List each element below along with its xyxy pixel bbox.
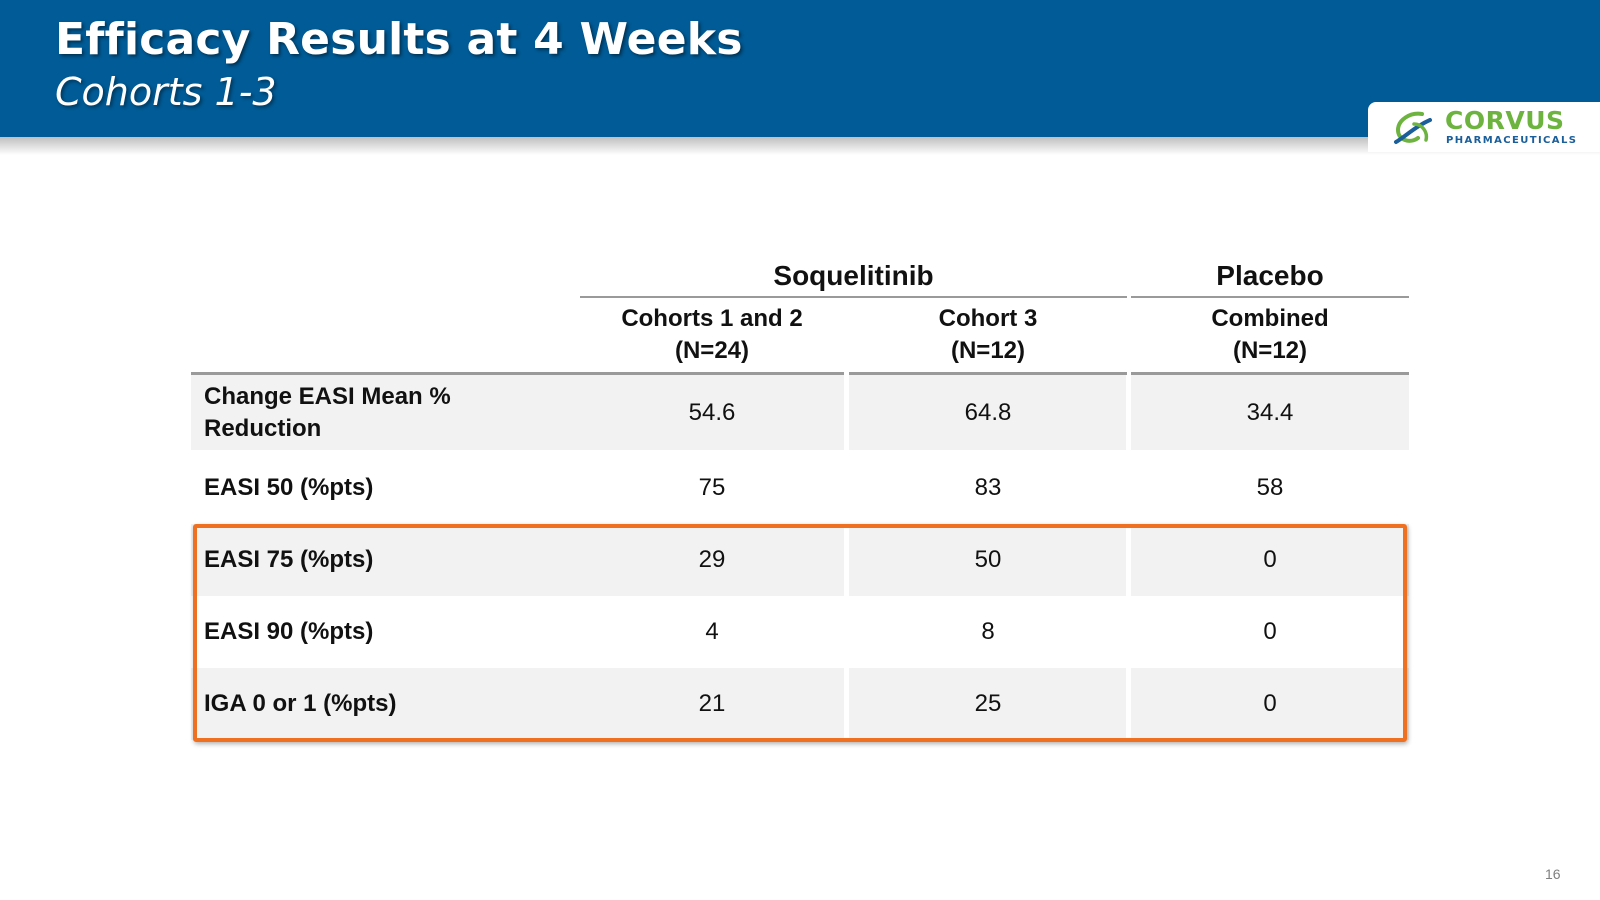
page-number: 16 — [1545, 866, 1561, 882]
banner-shadow — [0, 137, 1600, 155]
group-header-soquelitinib: Soquelitinib — [773, 260, 934, 291]
logo-subtitle: PHARMACEUTICALS — [1446, 135, 1578, 146]
header-underline — [849, 372, 1127, 375]
column-separator — [844, 668, 849, 740]
column-separator — [844, 375, 849, 450]
table-cell: 83 — [974, 474, 1002, 501]
row-shade — [191, 524, 1409, 596]
column-separator — [1126, 375, 1131, 450]
group-underline — [1131, 296, 1409, 298]
table-cell: 50 — [974, 546, 1002, 573]
table-cell: 64.8 — [964, 398, 1012, 426]
table-cell: 0 — [1263, 690, 1277, 717]
column-separator — [1126, 668, 1131, 740]
table-cell: 4 — [705, 618, 719, 645]
column-header-line2: (N=12) — [1232, 337, 1308, 364]
table-cell: 25 — [974, 690, 1002, 717]
column-header-line1: Combined — [1211, 305, 1329, 332]
column-header-cohorts-1-2: Cohorts 1 and 2 (N=24) — [580, 303, 844, 371]
row-label-easi-mean-reduction: Change EASI Mean % Reduction — [204, 382, 451, 442]
group-header-placebo: Placebo — [1216, 260, 1324, 291]
row-shade — [191, 668, 1409, 740]
row-label-easi-75: EASI 75 (%pts) — [204, 546, 374, 573]
highlight-box — [193, 524, 1407, 742]
row-label-iga: IGA 0 or 1 (%pts) — [204, 690, 397, 717]
column-header-line1: Cohort 3 — [938, 305, 1038, 332]
table-cell: 54.6 — [688, 398, 736, 426]
title-banner — [0, 0, 1600, 137]
group-underline — [580, 296, 1127, 298]
corvus-swirl-icon — [1394, 111, 1432, 144]
column-header-combined: Combined (N=12) — [1131, 303, 1409, 371]
logo-name: CORVUS — [1445, 106, 1565, 135]
table-cell: 0 — [1263, 546, 1277, 573]
table-cell: 29 — [698, 546, 726, 573]
table-cell: 8 — [981, 618, 995, 645]
header-underline — [1131, 372, 1409, 375]
table-cell: 34.4 — [1246, 398, 1294, 426]
column-header-cohort-3: Cohort 3 (N=12) — [849, 303, 1127, 371]
row-label-easi-90: EASI 90 (%pts) — [204, 618, 374, 645]
column-header-line2: (N=12) — [950, 337, 1026, 364]
table-cell: 21 — [698, 690, 726, 717]
column-separator — [844, 524, 849, 596]
table-cell: 58 — [1256, 474, 1284, 501]
slide-title: Efficacy Results at 4 Weeks — [55, 14, 743, 65]
corvus-logo: CORVUS PHARMACEUTICALS — [1368, 102, 1600, 152]
column-header-line2: (N=24) — [674, 337, 750, 364]
table-cell: 75 — [698, 474, 726, 501]
table-cell: 0 — [1263, 618, 1277, 645]
row-label-easi-50: EASI 50 (%pts) — [204, 474, 374, 501]
header-underline — [191, 372, 844, 375]
row-shade — [191, 375, 1409, 450]
column-header-line1: Cohorts 1 and 2 — [621, 305, 803, 332]
column-separator — [1126, 524, 1131, 596]
slide-subtitle: Cohorts 1-3 — [55, 70, 277, 114]
